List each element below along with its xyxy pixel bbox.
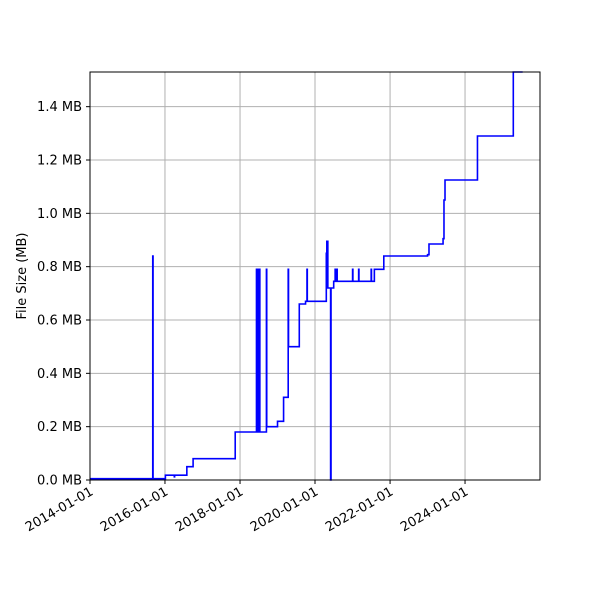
y-tick-label: 1.0 MB: [37, 207, 82, 222]
y-tick-label: 1.4 MB: [37, 100, 82, 115]
y-tick-label: 0.4 MB: [37, 367, 82, 382]
y-axis-label: File Size (MB): [15, 233, 30, 320]
file-size-series-line: [90, 71, 523, 481]
x-tick-label: 2016-01-01: [98, 484, 171, 535]
y-tick-label: 1.2 MB: [37, 154, 82, 169]
x-tick-label: 2024-01-01: [398, 484, 471, 535]
x-tick-label: 2022-01-01: [323, 484, 396, 535]
x-tick-label: 2014-01-01: [23, 484, 96, 535]
x-tick-label: 2020-01-01: [248, 484, 321, 535]
y-tick-label: 0.2 MB: [37, 420, 82, 435]
plot-area: [90, 71, 523, 481]
y-tick-label: 0.0 MB: [37, 474, 82, 489]
y-tick-label: 0.6 MB: [37, 314, 82, 329]
grid-lines: [89, 72, 540, 481]
y-tick-label: 0.8 MB: [37, 260, 82, 275]
x-tick-label: 2018-01-01: [173, 484, 246, 535]
